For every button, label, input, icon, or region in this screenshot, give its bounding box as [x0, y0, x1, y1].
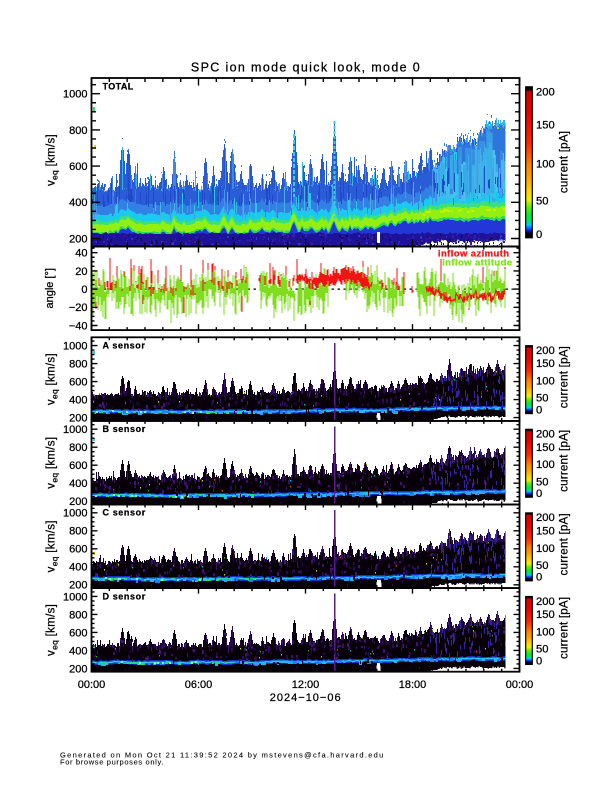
svg-text:−40: −40 — [69, 320, 88, 332]
svg-text:400: 400 — [69, 395, 87, 407]
svg-text:50: 50 — [536, 644, 548, 656]
svg-text:1000: 1000 — [63, 508, 87, 520]
svg-text:800: 800 — [69, 442, 87, 454]
svg-text:0: 0 — [81, 284, 87, 296]
svg-text:0: 0 — [536, 405, 542, 417]
svg-text:1000: 1000 — [63, 424, 87, 436]
svg-text:150: 150 — [536, 119, 555, 131]
svg-text:18:00: 18:00 — [399, 679, 427, 691]
svg-text:50: 50 — [536, 476, 548, 488]
svg-text:veq [km/s]: veq [km/s] — [46, 134, 60, 186]
svg-text:600: 600 — [69, 627, 87, 639]
svg-text:400: 400 — [69, 645, 87, 657]
svg-text:600: 600 — [69, 161, 87, 173]
svg-text:200: 200 — [69, 233, 87, 245]
svg-text:200: 200 — [69, 580, 87, 592]
svg-text:00:00: 00:00 — [78, 679, 106, 691]
svg-text:current [pA]: current [pA] — [558, 131, 571, 193]
svg-text:inflow attitude: inflow attitude — [442, 258, 512, 269]
svg-text:600: 600 — [69, 544, 87, 556]
svg-text:current [pA]: current [pA] — [558, 513, 571, 575]
svg-text:veq [km/s]: veq [km/s] — [46, 437, 60, 489]
svg-text:current [pA]: current [pA] — [558, 597, 571, 659]
svg-text:150: 150 — [536, 442, 555, 454]
svg-text:C sensor: C sensor — [103, 508, 146, 518]
svg-text:100: 100 — [536, 626, 555, 638]
svg-text:1000: 1000 — [63, 89, 87, 101]
svg-text:100: 100 — [536, 459, 555, 471]
svg-text:angle [°]: angle [°] — [44, 268, 56, 308]
svg-text:200: 200 — [69, 663, 87, 675]
svg-text:100: 100 — [536, 376, 555, 388]
svg-text:400: 400 — [69, 197, 87, 209]
svg-text:50: 50 — [536, 560, 548, 572]
svg-text:20: 20 — [75, 266, 87, 278]
svg-text:600: 600 — [69, 377, 87, 389]
svg-text:06:00: 06:00 — [185, 679, 213, 691]
svg-text:200: 200 — [536, 596, 555, 608]
svg-text:100: 100 — [536, 158, 555, 170]
svg-text:For browse purposes only.: For browse purposes only. — [60, 758, 164, 767]
svg-text:200: 200 — [536, 429, 555, 441]
svg-text:current [pA]: current [pA] — [558, 346, 571, 408]
svg-text:50: 50 — [536, 196, 548, 208]
svg-text:400: 400 — [69, 478, 87, 490]
svg-text:current [pA]: current [pA] — [558, 430, 571, 492]
svg-text:inflow azimuth: inflow azimuth — [438, 248, 510, 259]
svg-text:0: 0 — [536, 572, 542, 584]
svg-text:200: 200 — [536, 512, 555, 524]
svg-text:12:00: 12:00 — [292, 679, 320, 691]
svg-text:veq [km/s]: veq [km/s] — [46, 604, 60, 656]
svg-text:400: 400 — [69, 562, 87, 574]
svg-text:0: 0 — [536, 229, 542, 241]
svg-text:600: 600 — [69, 460, 87, 472]
svg-text:2024−10−06: 2024−10−06 — [270, 692, 342, 704]
svg-text:150: 150 — [536, 525, 555, 537]
svg-text:200: 200 — [536, 345, 555, 357]
svg-text:800: 800 — [69, 526, 87, 538]
svg-text:200: 200 — [69, 413, 87, 425]
svg-text:200: 200 — [536, 87, 555, 99]
svg-text:800: 800 — [69, 125, 87, 137]
svg-text:150: 150 — [536, 609, 555, 621]
svg-text:veq [km/s]: veq [km/s] — [46, 520, 60, 572]
svg-text:0: 0 — [536, 655, 542, 667]
svg-text:800: 800 — [69, 359, 87, 371]
svg-text:00:00: 00:00 — [506, 679, 534, 691]
svg-text:Generated on Mon Oct 21 11:39:: Generated on Mon Oct 21 11:39:52 2024 by… — [60, 751, 385, 760]
svg-text:0: 0 — [536, 488, 542, 500]
svg-text:TOTAL: TOTAL — [103, 82, 134, 92]
svg-text:1000: 1000 — [63, 341, 87, 353]
svg-text:D sensor: D sensor — [103, 591, 146, 601]
svg-text:100: 100 — [536, 543, 555, 555]
svg-text:B sensor: B sensor — [103, 424, 146, 434]
svg-text:150: 150 — [536, 358, 555, 370]
svg-text:40: 40 — [75, 248, 87, 260]
svg-text:200: 200 — [69, 496, 87, 508]
svg-text:SPC ion mode quick look, mode: SPC ion mode quick look, mode 0 — [191, 61, 421, 75]
svg-text:A sensor: A sensor — [103, 341, 146, 351]
svg-text:800: 800 — [69, 609, 87, 621]
svg-text:−20: −20 — [69, 302, 88, 314]
svg-text:veq [km/s]: veq [km/s] — [46, 353, 60, 405]
svg-text:50: 50 — [536, 393, 548, 405]
svg-text:1000: 1000 — [63, 591, 87, 603]
